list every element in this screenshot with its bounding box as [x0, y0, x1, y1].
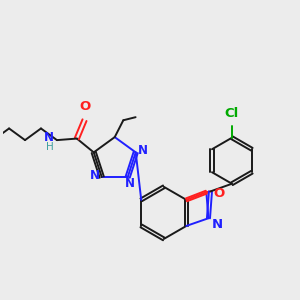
Text: N: N [44, 130, 54, 143]
Text: O: O [213, 187, 224, 200]
Text: N: N [137, 144, 148, 157]
Text: N: N [125, 177, 135, 190]
Text: O: O [79, 100, 90, 113]
Text: H: H [46, 142, 54, 152]
Text: Cl: Cl [225, 107, 239, 120]
Text: N: N [212, 218, 223, 232]
Text: N: N [90, 169, 100, 182]
